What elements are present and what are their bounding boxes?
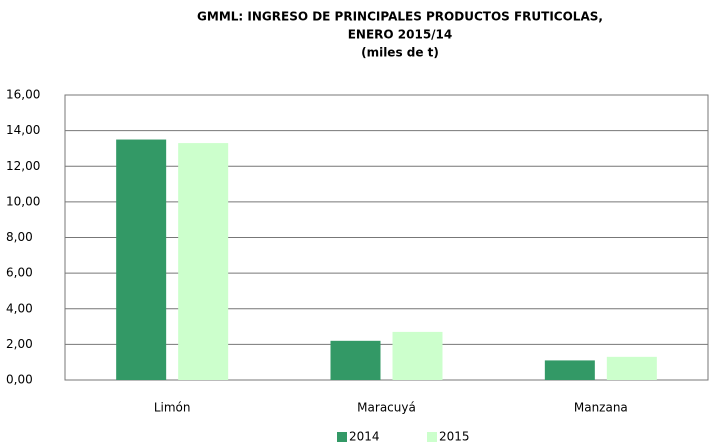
legend-label: 2014	[349, 430, 380, 444]
y-tick-label: 12,00	[6, 159, 40, 173]
chart-title: GMML: INGRESO DE PRINCIPALES PRODUCTOS F…	[197, 10, 603, 24]
y-tick-label: 6,00	[6, 266, 33, 280]
chart-title: ENERO 2015/14	[348, 28, 453, 42]
bar	[116, 139, 167, 380]
y-tick-label: 4,00	[6, 301, 33, 315]
y-tick-label: 0,00	[6, 373, 33, 387]
legend-swatch	[427, 432, 437, 442]
plot-border	[64, 94, 709, 381]
legend-label: 2015	[439, 430, 470, 444]
chart-title: (miles de t)	[361, 46, 439, 60]
y-tick-label: 2,00	[6, 337, 33, 351]
y-tick-label: 8,00	[6, 230, 33, 244]
legend-swatch	[337, 432, 347, 442]
bar	[178, 143, 229, 380]
y-tick-label: 10,00	[6, 194, 40, 208]
x-tick-label: Manzana	[574, 401, 628, 415]
bar	[606, 356, 657, 380]
bar	[544, 360, 595, 380]
x-tick-label: Maracuyá	[357, 401, 416, 415]
y-tick-label: 16,00	[6, 88, 40, 102]
x-tick-label: Limón	[154, 401, 191, 415]
y-tick-label: 14,00	[6, 123, 40, 137]
bar	[392, 331, 443, 380]
bar	[330, 340, 381, 380]
